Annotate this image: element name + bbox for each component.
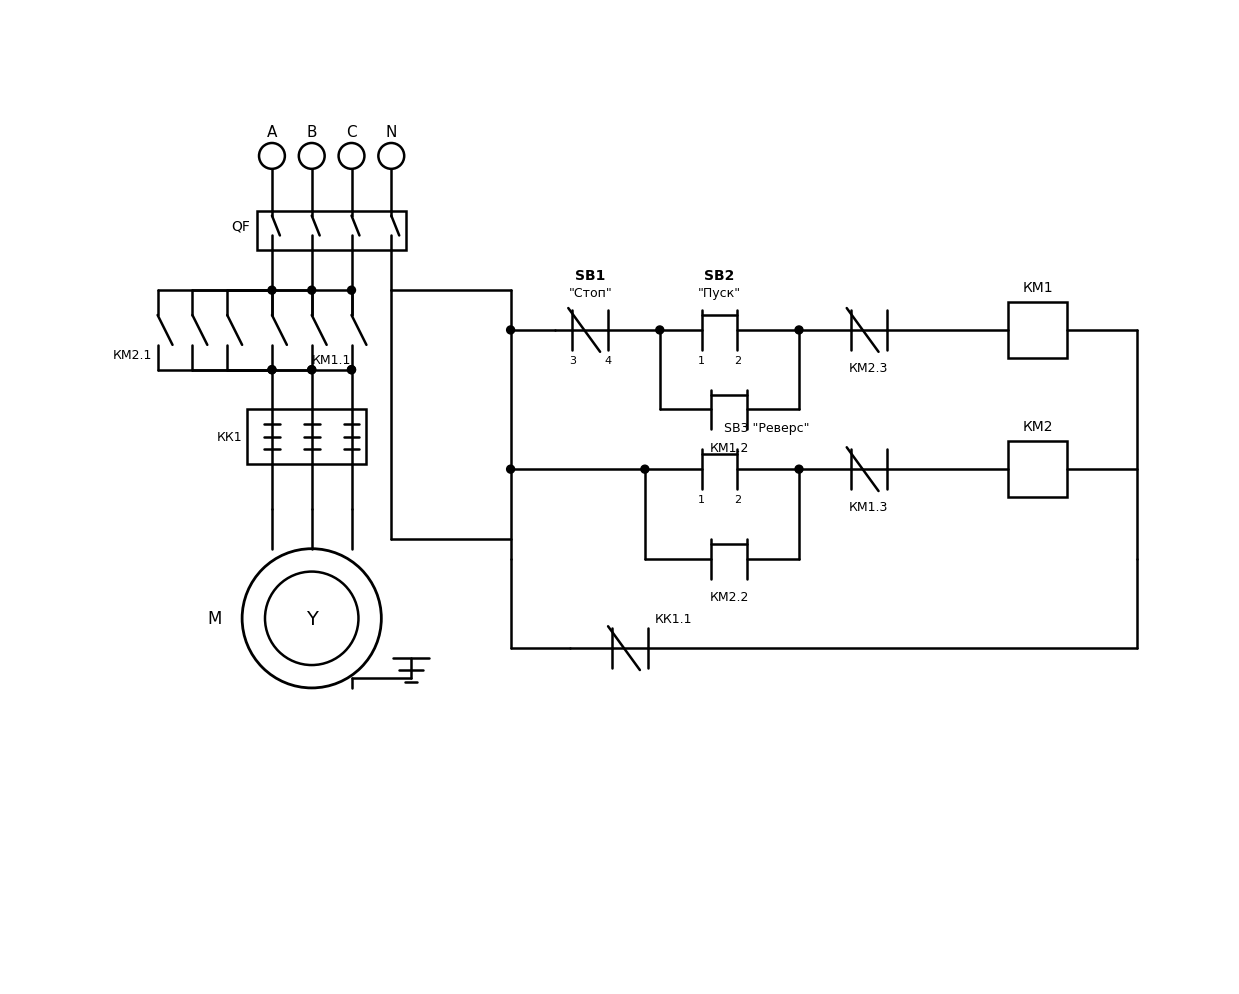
Text: КМ1: КМ1 — [1022, 281, 1053, 295]
Circle shape — [265, 572, 358, 665]
Circle shape — [307, 367, 316, 375]
Circle shape — [259, 144, 285, 170]
Circle shape — [268, 367, 276, 375]
Circle shape — [507, 466, 514, 474]
Text: КК1: КК1 — [217, 430, 242, 443]
Text: C: C — [346, 124, 357, 139]
Text: "Пуск": "Пуск" — [698, 286, 741, 299]
Text: КМ2.1: КМ2.1 — [113, 349, 152, 362]
Bar — [1007, 442, 1068, 497]
Circle shape — [641, 466, 649, 474]
Text: N: N — [385, 124, 396, 139]
Text: КК1.1: КК1.1 — [654, 612, 693, 625]
Text: SB3 "Реверс": SB3 "Реверс" — [725, 421, 810, 434]
Text: КМ1.2: КМ1.2 — [710, 441, 750, 454]
Circle shape — [268, 367, 276, 375]
Circle shape — [307, 367, 316, 375]
Text: 3: 3 — [569, 356, 576, 366]
Circle shape — [795, 327, 803, 335]
Circle shape — [347, 367, 356, 375]
Text: КМ1.3: КМ1.3 — [849, 501, 888, 514]
Text: 4: 4 — [605, 356, 612, 366]
Text: SB2: SB2 — [704, 269, 735, 283]
Bar — [1007, 303, 1068, 359]
Bar — [247, 411, 367, 465]
Text: Y: Y — [306, 609, 317, 628]
Text: QF: QF — [232, 220, 250, 234]
Circle shape — [242, 549, 382, 688]
Text: M: M — [208, 609, 222, 627]
Circle shape — [795, 466, 803, 474]
Text: A: A — [266, 124, 278, 139]
Text: КМ2.2: КМ2.2 — [710, 590, 750, 603]
Circle shape — [507, 327, 514, 335]
Text: 1: 1 — [698, 494, 705, 505]
Circle shape — [338, 144, 364, 170]
Circle shape — [347, 287, 356, 295]
Text: 1: 1 — [698, 356, 705, 366]
Text: B: B — [306, 124, 317, 139]
Bar — [256, 212, 406, 251]
Text: "Стоп": "Стоп" — [569, 286, 612, 299]
Circle shape — [655, 327, 664, 335]
Circle shape — [299, 144, 325, 170]
Circle shape — [347, 367, 356, 375]
Text: КМ2: КМ2 — [1022, 420, 1053, 434]
Text: 2: 2 — [733, 356, 741, 366]
Text: КМ2.3: КМ2.3 — [849, 362, 888, 375]
Text: SB1: SB1 — [575, 269, 606, 283]
Circle shape — [307, 287, 316, 295]
Circle shape — [378, 144, 404, 170]
Circle shape — [268, 287, 276, 295]
Text: 2: 2 — [733, 494, 741, 505]
Text: КМ1.1: КМ1.1 — [312, 354, 351, 367]
